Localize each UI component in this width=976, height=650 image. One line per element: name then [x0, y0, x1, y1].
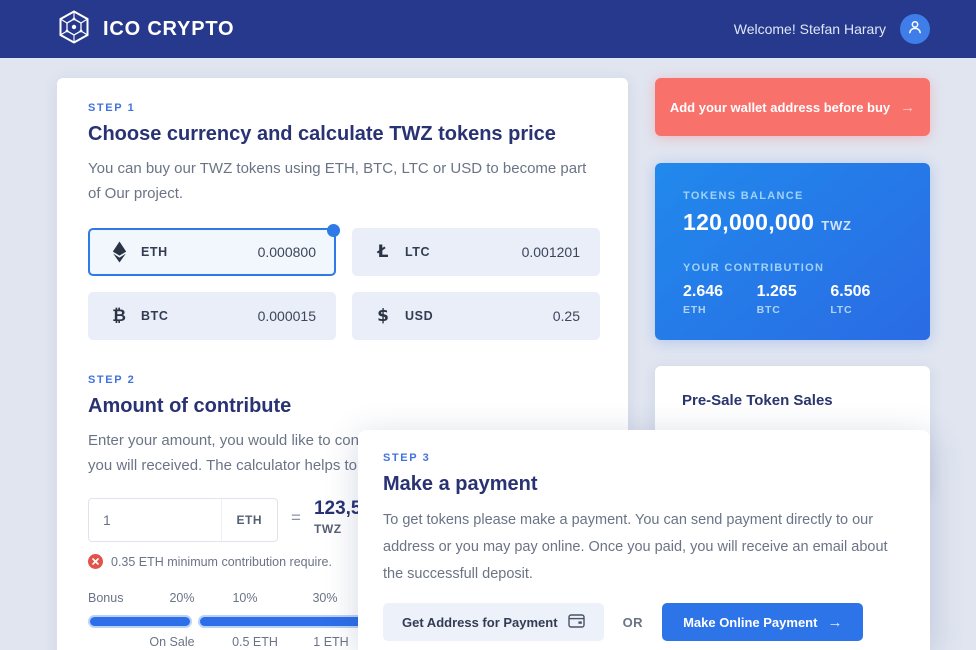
brand-title: ICO CRYPTO	[103, 17, 235, 40]
tokens-balance-unit: TWZ	[821, 218, 852, 233]
currency-tile-eth[interactable]: ETH 0.000800	[88, 224, 340, 276]
bonus-label: Bonus	[88, 591, 124, 605]
arrow-right-icon: →	[827, 613, 843, 631]
bonus-tier-percent: 10%	[232, 591, 258, 605]
amount-input[interactable]	[89, 499, 221, 541]
bonus-tier-range: On Sale	[149, 635, 195, 649]
or-label: OR	[622, 614, 644, 630]
result-unit: TWZ	[313, 522, 342, 536]
litecoin-icon: Ł	[377, 242, 389, 262]
bitcoin-icon: ₿	[112, 306, 126, 326]
bonus-fill	[90, 617, 190, 626]
tokens-balance-value: 120,000,000	[683, 209, 815, 235]
bonus-tier-percent: 30%	[312, 591, 338, 605]
alert-text: Add your wallet address before buy	[669, 99, 891, 115]
presale-title: Pre-Sale Token Sales	[682, 392, 833, 409]
contribution-btc: 1.265 BTC	[756, 283, 797, 316]
step1-description: You can buy our TWZ tokens using ETH, BT…	[88, 160, 587, 202]
step1-label: STEP 1	[88, 102, 136, 114]
tokens-balance-card: TOKENS BALANCE 120,000,000 TWZ YOUR CONT…	[655, 163, 930, 340]
navbar: ICO CRYPTO Welcome! Stefan Harary	[0, 0, 976, 58]
tokens-balance-value-row: 120,000,000 TWZ	[683, 209, 904, 236]
make-payment-card: STEP 3 Make a payment To get tokens plea…	[358, 430, 930, 650]
amount-unit-label: ETH	[220, 499, 278, 541]
step3-description: To get tokens please make a payment. You…	[383, 512, 888, 582]
step2-title: Amount of contribute	[88, 395, 292, 417]
user-icon	[907, 19, 923, 40]
currency-grid: ETH 0.000800 Ł LTC 0.001201 ₿ BTC 0.0000…	[88, 224, 600, 340]
dollar-icon: $	[377, 306, 389, 326]
amount-group: ETH	[88, 498, 278, 542]
make-online-payment-button[interactable]: Make Online Payment →	[662, 603, 864, 641]
step2-label: STEP 2	[88, 374, 136, 386]
step3-label: STEP 3	[383, 452, 431, 464]
bonus-tier-percent: 20%	[169, 591, 195, 605]
currency-tile-btc[interactable]: ₿ BTC 0.000015	[88, 292, 336, 340]
step1-title: Choose currency and calculate TWZ tokens…	[88, 123, 556, 145]
bonus-tier-range: 1 ETH	[313, 635, 349, 649]
your-contribution-label: YOUR CONTRIBUTION	[683, 262, 825, 274]
tokens-balance-label: TOKENS BALANCE	[683, 190, 804, 202]
currency-tile-ltc[interactable]: Ł LTC 0.001201	[352, 228, 600, 276]
contribution-row: 2.646 ETH 1.265 BTC 6.506 LTC	[683, 283, 904, 316]
error-cross-icon	[88, 554, 103, 569]
contribution-ltc: 6.506 LTC	[830, 283, 871, 316]
equals-sign: =	[291, 508, 301, 527]
brand-logo[interactable]: ICO CRYPTO	[56, 9, 234, 50]
error-text: 0.35 ETH minimum contribution require.	[111, 554, 332, 569]
currency-tile-usd[interactable]: $ USD 0.25	[352, 292, 600, 340]
currency-rate: 0.000015	[257, 308, 316, 324]
user-avatar[interactable]	[900, 14, 930, 44]
ethereum-icon	[108, 241, 130, 263]
arrow-right-icon: →	[900, 98, 916, 116]
currency-code: USD	[405, 309, 434, 323]
selected-dot-icon	[327, 224, 340, 237]
hexagon-logo-icon	[56, 9, 92, 50]
get-address-label: Get Address for Payment	[402, 614, 558, 630]
online-payment-label: Make Online Payment	[683, 614, 818, 630]
currency-rate: 0.25	[552, 308, 580, 324]
get-address-button[interactable]: Get Address for Payment	[383, 603, 604, 641]
payment-buttons-row: Get Address for Payment OR Make Online P…	[383, 603, 900, 641]
bonus-track-segment[interactable]	[88, 615, 192, 628]
minimum-contribution-error: 0.35 ETH minimum contribution require.	[88, 554, 600, 569]
step3-title: Make a payment	[383, 473, 538, 495]
currency-rate: 0.001201	[521, 244, 580, 260]
bonus-tier-range: 0.5 ETH	[232, 635, 278, 649]
currency-rate: 0.000800	[257, 244, 316, 260]
currency-code: LTC	[405, 245, 431, 259]
wallet-address-alert[interactable]: Add your wallet address before buy →	[655, 78, 930, 136]
currency-code: ETH	[141, 245, 168, 259]
welcome-text: Welcome! Stefan Harary	[733, 21, 886, 37]
navbar-right: Welcome! Stefan Harary	[734, 14, 930, 44]
currency-code: BTC	[141, 309, 169, 323]
wallet-icon	[567, 613, 585, 631]
calculator-row: ETH = 123,500.84 TWZ	[88, 498, 600, 542]
contribution-eth: 2.646 ETH	[683, 283, 724, 316]
